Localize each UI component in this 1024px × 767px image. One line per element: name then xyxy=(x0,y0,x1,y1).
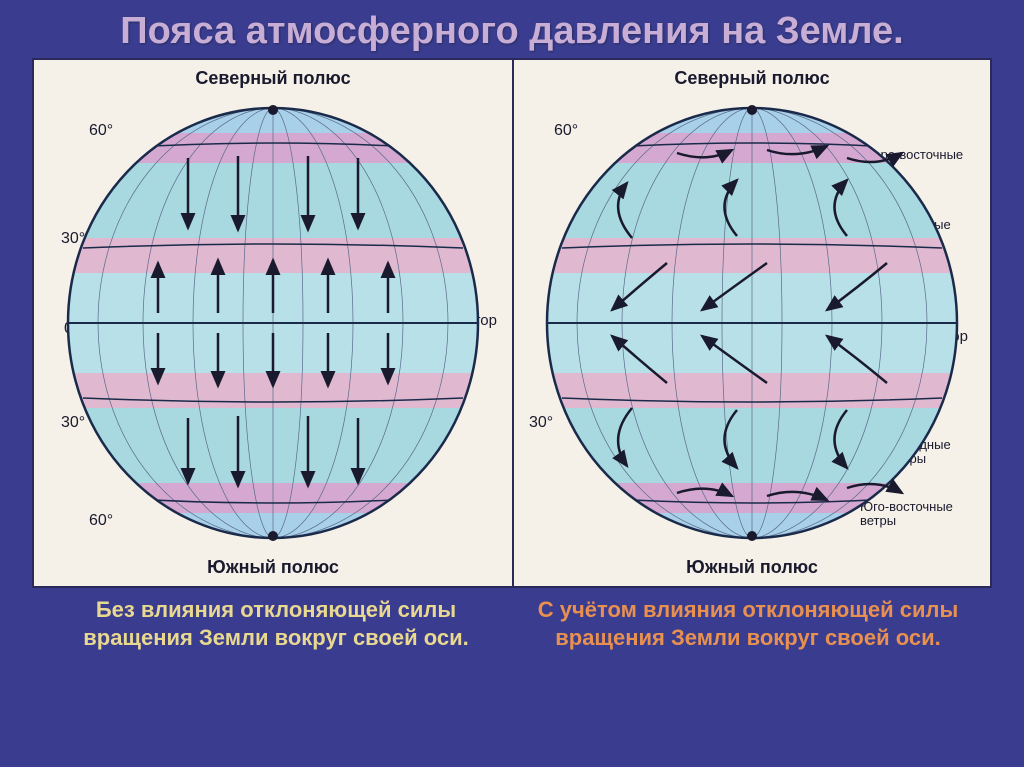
main-title: Пояса атмосферного давления на Земле. xyxy=(0,0,1024,58)
left-globe-panel: Северный полюс 60° 30° 0° 30° 60° Эквато… xyxy=(32,58,512,588)
caption-left: Без влияния отклоняющей силы вращения Зе… xyxy=(56,596,496,651)
caption-right: С учётом влияния отклоняющей силы вращен… xyxy=(528,596,968,651)
right-globe xyxy=(537,88,967,558)
left-globe xyxy=(58,88,488,558)
north-pole-label-r: Северный полюс xyxy=(674,68,829,89)
north-pole-label: Северный полюс xyxy=(195,68,350,89)
south-pole-label: Южный полюс xyxy=(207,557,339,578)
south-pole-label-r: Южный полюс xyxy=(686,557,818,578)
globes-container: Северный полюс 60° 30° 0° 30° 60° Эквато… xyxy=(0,58,1024,588)
right-globe-panel: Северный полюс 60° 30° Экватор Северо-во… xyxy=(512,58,992,588)
captions-row: Без влияния отклоняющей силы вращения Зе… xyxy=(0,588,1024,651)
